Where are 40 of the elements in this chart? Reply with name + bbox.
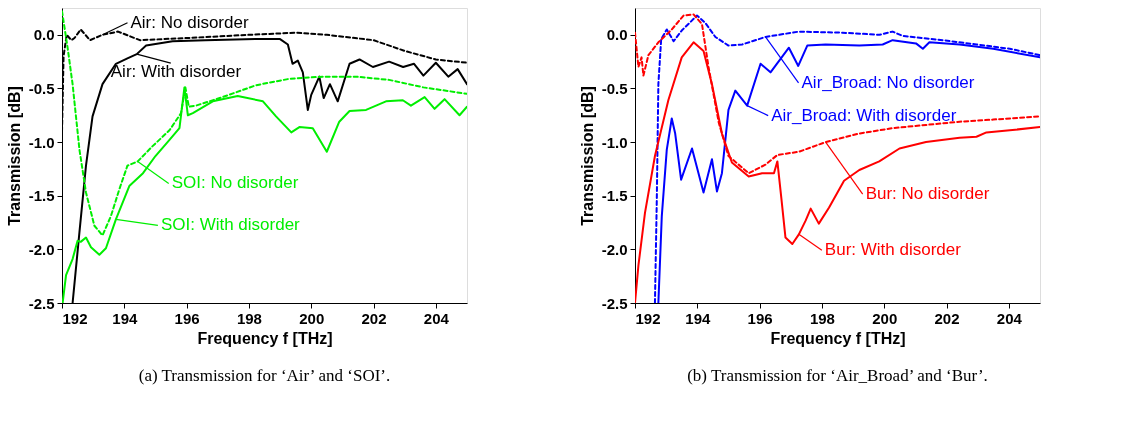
y-tick-label: -1.5 [601,187,628,205]
annotation: Air: With disorder [110,62,242,82]
annotation: Air_Broad: No disorder [801,72,975,92]
x-axis-title: Frequency f [THz] [770,329,906,347]
y-axis-title: Transmission [dB] [578,86,596,226]
y-tick-label: -1.0 [601,133,628,151]
annotation: Bur: With disorder [824,240,962,260]
x-tick-label: 202 [934,309,960,327]
x-tick-label: 200 [872,309,898,327]
y-tick-label: 0.0 [33,26,55,44]
x-tick-label: 192 [635,309,661,327]
x-tick-label: 196 [174,309,200,327]
x-tick-label: 196 [747,309,773,327]
text: (b) Transmission for ‘Air_Broad’ and ‘Bur’. [687,366,988,385]
x-tick-label: 204 [423,309,450,327]
y-tick-label: -1.5 [28,187,55,205]
annotation: Air: No disorder [130,12,249,32]
y-axis-title: Transmission [dB] [5,86,23,226]
annotation: Bur: No disorder [865,184,990,204]
x-tick-label: 202 [361,309,387,327]
x-tick-label: 194 [112,309,138,327]
text: (a) Transmission for ‘Air’ and ‘SOI’. [138,366,391,385]
x-tick-label: 194 [685,309,711,327]
y-tick-label: -2.5 [28,294,55,312]
x-tick-label: 198 [236,309,262,327]
x-axis-title: Frequency f [THz] [197,329,333,347]
y-tick-label: -2.0 [601,240,628,258]
y-tick-label: -1.0 [28,133,55,151]
x-tick-label: 198 [809,309,835,327]
annotation: Air_Broad: With disorder [771,105,957,125]
x-tick-label: 200 [299,309,325,327]
y-tick-label: -0.5 [601,79,628,97]
y-tick-label: -2.5 [601,294,628,312]
y-tick-label: 0.0 [606,26,628,44]
x-tick-label: 204 [996,309,1023,327]
annotation: SOI: With disorder [160,215,301,235]
y-tick-label: -2.0 [28,240,55,258]
y-tick-label: -0.5 [28,79,55,97]
annotation: SOI: No disorder [171,173,299,193]
x-tick-label: 192 [62,309,88,327]
